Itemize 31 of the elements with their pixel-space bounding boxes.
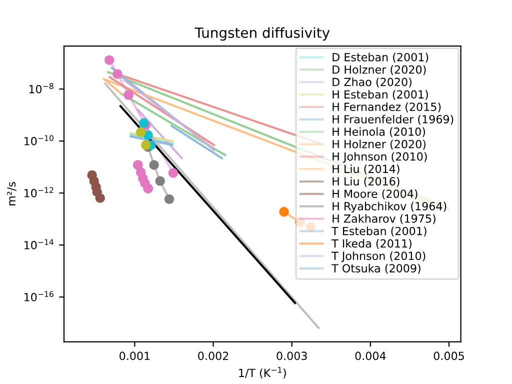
legend-label: H Liu (2014) <box>332 164 400 174</box>
legend-label: D Holzner (2020) <box>332 65 426 76</box>
x-tick-label: 0.005 <box>434 352 464 360</box>
legend-label: T Ikeda (2011) <box>332 239 412 249</box>
legend-label: H Moore (2004) <box>332 189 418 200</box>
legend-label: H Zakharov (1975) <box>332 214 436 224</box>
legend-label: H Heinola (2010) <box>332 127 426 138</box>
legend-label: H Liu (2016) <box>332 176 400 187</box>
y-tick-label: 10$^{−16}$ <box>24 291 54 302</box>
legend-label: T Johnson (2010) <box>332 251 426 262</box>
x-axis-title: 1/T (K$^{−1}$) <box>239 367 286 378</box>
legend-label: D Zhao (2020) <box>332 78 412 88</box>
legend-label: T Esteban (2001) <box>332 226 426 237</box>
x-tick-label: 0.003 <box>276 352 307 360</box>
legend-label: T Otsuka (2009) <box>332 264 420 274</box>
x-tick-label: 0.004 <box>355 352 386 360</box>
y-tick-label: 10$^{−8}$ <box>29 83 54 94</box>
legend-label: H Fernandez (2015) <box>332 102 441 112</box>
legend-label: H Holzner (2020) <box>332 140 426 150</box>
y-axis-title: m²/s <box>7 182 16 206</box>
legend-label: D Esteban (2001) <box>332 52 428 63</box>
legend-label: H Frauenfelder (1969) <box>332 114 454 125</box>
legend-label: H Ryabchikov (1964) <box>332 202 446 213</box>
y-tick-label: 10$^{−10}$ <box>24 135 54 146</box>
x-tick-label: 0.001 <box>120 352 150 360</box>
y-tick-label: 10$^{−12}$ <box>24 187 54 198</box>
legend-label: H Esteban (2001) <box>332 90 428 100</box>
y-tick-label: 10$^{−14}$ <box>24 239 54 250</box>
chart-title: Tungsten diffusivity <box>194 27 330 41</box>
x-tick-label: 0.002 <box>198 352 228 360</box>
legend-label: H Johnson (2010) <box>332 152 427 163</box>
